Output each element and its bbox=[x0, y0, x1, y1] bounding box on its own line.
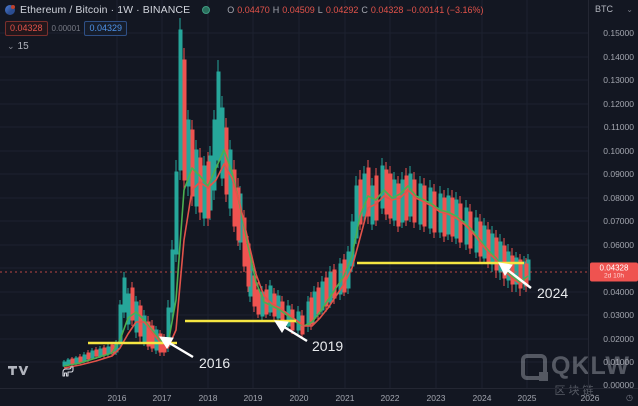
current-price-badge[interactable]: 0.04328 2d 10h bbox=[590, 262, 638, 282]
ohlc-readout: O 0.04470 H 0.04509 L 0.04292 C 0.04328 … bbox=[227, 5, 483, 15]
ma-slow-line bbox=[63, 163, 529, 369]
current-price-value: 0.04328 bbox=[599, 263, 629, 272]
price-tick: 0.07000 bbox=[603, 216, 634, 226]
bid-price-box[interactable]: 0.04328 bbox=[5, 21, 48, 36]
time-tick: 2023 bbox=[426, 393, 446, 403]
indicator-status-dot[interactable] bbox=[202, 5, 211, 14]
price-axis-header[interactable]: BTC ⌄ bbox=[589, 0, 638, 18]
change-value: −0.00141 (−3.16%) bbox=[406, 4, 484, 15]
price-tick: 0.04000 bbox=[603, 287, 634, 297]
chart-plot-area[interactable]: 2016 2019 2024 bbox=[0, 0, 588, 388]
price-tick: 0.11000 bbox=[603, 122, 634, 132]
low-label: L bbox=[317, 4, 323, 15]
bar-countdown: 2d 10h bbox=[604, 272, 624, 280]
ma-period-label[interactable]: 15 bbox=[17, 41, 29, 52]
time-tick: 2019 bbox=[243, 393, 263, 403]
price-tick: 0.00000 bbox=[603, 380, 634, 390]
chart-canvas bbox=[0, 0, 588, 388]
close-label: C bbox=[361, 4, 368, 15]
ma-fast-line bbox=[63, 149, 529, 367]
time-tick: 2026 bbox=[580, 393, 600, 403]
price-tick: 0.13000 bbox=[603, 75, 634, 85]
annotation-label-2019: 2019 bbox=[312, 338, 344, 354]
clock-icon[interactable]: ◷ bbox=[626, 393, 633, 402]
price-tick: 0.06000 bbox=[603, 240, 634, 250]
time-tick: 2020 bbox=[289, 393, 309, 403]
price-tick: 0.15000 bbox=[603, 28, 634, 38]
close-value: 0.04328 bbox=[370, 4, 404, 15]
symbol-title[interactable]: Ethereum / Bitcoin · 1W · BINANCE bbox=[20, 3, 191, 16]
tradingview-logo-icon bbox=[8, 366, 29, 375]
open-value: 0.04470 bbox=[237, 4, 270, 15]
ask-price-box[interactable]: 0.04329 bbox=[84, 21, 128, 36]
time-tick: 2022 bbox=[380, 393, 400, 403]
chevron-down-icon[interactable]: ⌄ bbox=[7, 41, 15, 51]
annotation-arrows bbox=[159, 262, 532, 359]
time-tick: 2024 bbox=[472, 393, 492, 403]
time-tick: 2016 bbox=[107, 393, 127, 403]
spread-value: 0.00001 bbox=[51, 24, 81, 33]
price-tick: 0.03000 bbox=[603, 310, 634, 320]
chevron-down-icon[interactable]: ⌄ bbox=[626, 4, 633, 14]
chart-legend: Ethereum / Bitcoin · 1W · BINANCE O 0.04… bbox=[0, 0, 638, 52]
price-tick: 0.12000 bbox=[603, 99, 634, 109]
dinosaur-cursor-icon bbox=[60, 364, 76, 384]
high-value: 0.04509 bbox=[282, 4, 315, 15]
price-tick: 0.02000 bbox=[603, 334, 634, 344]
price-tick: 0.10000 bbox=[603, 146, 634, 156]
price-axis[interactable]: BTC ⌄ 0.15000 0.14000 0.13000 0.12000 0.… bbox=[588, 0, 638, 390]
price-tick: 0.09000 bbox=[603, 169, 634, 179]
annotation-label-2024: 2024 bbox=[537, 285, 569, 301]
tradingview-logo[interactable] bbox=[8, 364, 30, 380]
price-tick: 0.08000 bbox=[603, 193, 634, 203]
price-tick: 0.14000 bbox=[603, 52, 634, 62]
time-tick: 2017 bbox=[152, 393, 172, 403]
time-tick: 2025 bbox=[517, 393, 537, 403]
time-tick: 2018 bbox=[198, 393, 218, 403]
price-tick: 0.01000 bbox=[603, 357, 634, 367]
currency-label: BTC bbox=[595, 4, 613, 14]
dinosaur-glyph bbox=[62, 366, 74, 377]
eth-btc-pair-icon bbox=[5, 4, 15, 15]
high-label: H bbox=[272, 4, 280, 15]
time-tick: 2021 bbox=[335, 393, 355, 403]
annotation-label-2016: 2016 bbox=[199, 355, 231, 371]
open-label: O bbox=[227, 4, 235, 15]
low-value: 0.04292 bbox=[325, 4, 359, 15]
time-axis[interactable]: 2016 2017 2018 2019 2020 2021 2022 2023 … bbox=[0, 388, 638, 406]
